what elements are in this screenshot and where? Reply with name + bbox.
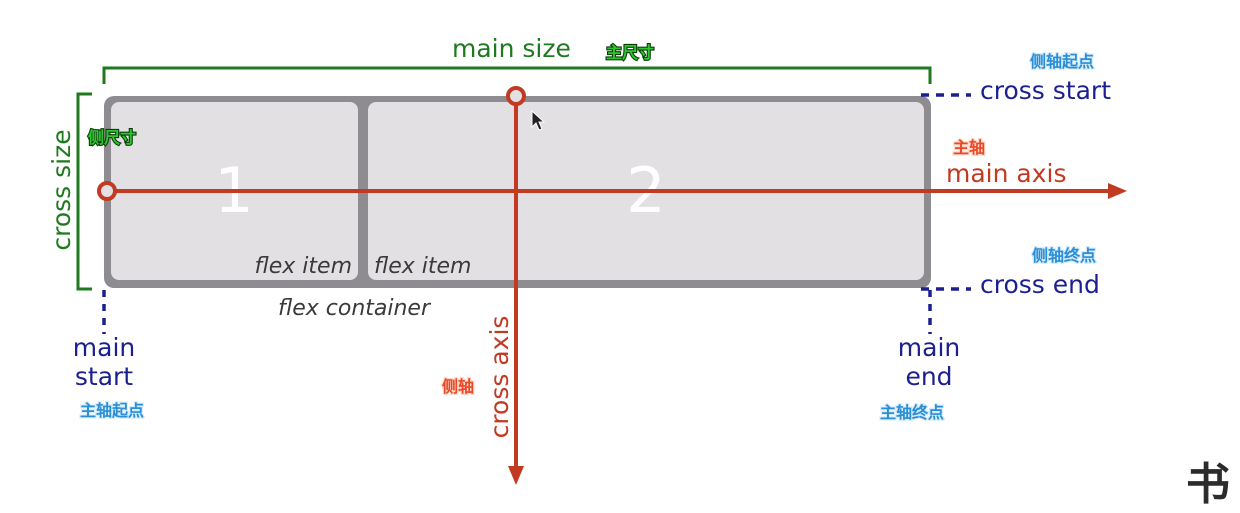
cross-start-label: cross start [980,76,1111,105]
main-size-label: main size [452,34,571,63]
main-end-cn-label: 主轴终点 [880,403,944,422]
cross-size-bracket [76,92,92,291]
flex-container-label: flex container [278,296,432,321]
main-axis-arrowhead [1108,183,1127,199]
main-end-label-line1: main [898,333,960,362]
main-start-label-line1: main [73,333,135,362]
main-start-cn-label: 主轴起点 [80,401,144,420]
main-axis-origin [97,181,117,201]
main-axis-cn-label: 主轴 [953,138,985,157]
cross-axis-label: cross axis [485,316,514,439]
cross-axis-cn-label: 侧轴 [442,377,474,396]
main-start-label-line2: start [75,362,133,391]
main-size-cn-label: 主尺寸 [606,43,654,62]
cross-end-cn-label: 侧轴终点 [1032,246,1096,265]
cross-start-cn-label: 侧轴起点 [1030,52,1094,71]
watermark-seal: 书 [1186,459,1230,510]
flex-item-2-label: flex item [374,254,471,279]
cross-end-label: cross end [980,270,1100,299]
cross-size-cn-label: 侧尺寸 [88,128,136,147]
cross-size-label: cross size [47,129,76,250]
main-axis-label: main axis [946,159,1067,188]
cross-axis-arrowhead [508,466,524,485]
flex-item-1-label: flex item [255,254,352,279]
mouse-cursor-icon [531,109,546,131]
cross-axis-origin [506,86,526,106]
main-end-label-line2: end [905,362,952,391]
main-size-bracket [102,66,932,84]
